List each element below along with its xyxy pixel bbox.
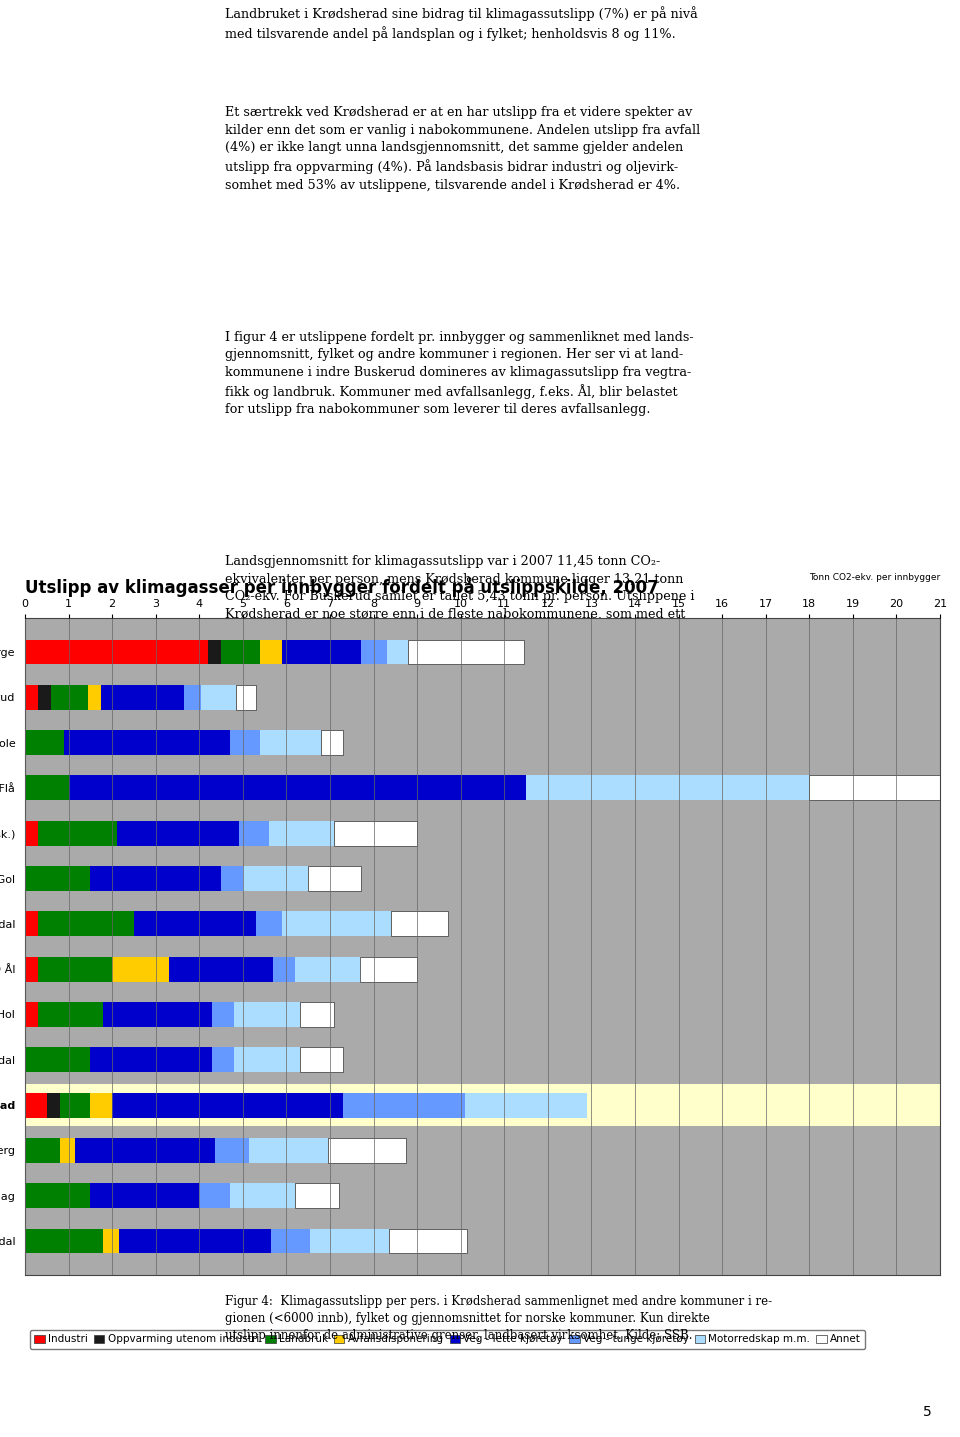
Bar	[25, 730, 64, 754]
Bar	[104, 1002, 212, 1027]
Bar	[260, 730, 322, 754]
Bar	[184, 685, 202, 710]
Text: Et særtrekk ved Krødsherad er at en har utslipp fra et videre spekter av
kilder : Et særtrekk ved Krødsherad er at en har …	[225, 106, 700, 193]
Bar	[25, 911, 38, 937]
Bar	[389, 1229, 468, 1253]
Bar	[134, 911, 256, 937]
Bar	[322, 730, 343, 754]
Bar	[465, 1092, 588, 1118]
Text: 5: 5	[923, 1405, 931, 1418]
Bar	[25, 1138, 60, 1163]
Bar	[90, 867, 221, 891]
Bar	[25, 867, 90, 891]
Text: Landsgjennomsnitt for klimagassutslipp var i 2007 11,45 tonn CO₂-
ekvivalenter p: Landsgjennomsnitt for klimagassutslipp v…	[225, 555, 694, 638]
Bar	[25, 1229, 104, 1253]
Bar	[212, 1002, 234, 1027]
Bar	[51, 685, 88, 710]
Bar	[25, 685, 38, 710]
Bar	[361, 639, 387, 664]
Bar	[243, 867, 308, 891]
Bar	[229, 1183, 295, 1209]
Bar	[295, 1183, 339, 1209]
Bar	[25, 1048, 90, 1072]
Bar	[234, 1048, 300, 1072]
Text: En vesentlig del av vegtrafikkutslippene i Krødsherad stammer fra gjen-
nomgangs: En vesentlig del av vegtrafikkutslippene…	[225, 780, 710, 894]
Bar	[112, 957, 169, 981]
Bar	[38, 911, 134, 937]
Bar	[200, 1183, 229, 1209]
Bar	[236, 685, 256, 710]
Bar	[47, 1092, 60, 1118]
Bar	[119, 1229, 271, 1253]
Text: Tonn CO2-ekv. per innbygger: Tonn CO2-ekv. per innbygger	[808, 573, 940, 582]
Bar	[214, 1138, 250, 1163]
Bar	[75, 1138, 214, 1163]
Bar	[361, 957, 418, 981]
Bar	[282, 911, 391, 937]
Bar	[112, 1092, 343, 1118]
Bar	[300, 1002, 334, 1027]
Bar	[104, 1229, 119, 1253]
Bar	[809, 776, 940, 800]
Bar	[271, 1229, 310, 1253]
Bar	[256, 911, 282, 937]
Bar	[90, 1092, 112, 1118]
Bar	[274, 957, 295, 981]
Bar	[60, 1092, 90, 1118]
Bar	[295, 957, 361, 981]
Bar	[90, 1183, 200, 1209]
Bar	[60, 1138, 75, 1163]
Legend: Industri, Oppvarming utenom industri, Landbruk, Avfallsdisponering, Veg - lette : Industri, Oppvarming utenom industri, La…	[30, 1331, 865, 1349]
Bar	[221, 867, 243, 891]
Text: Landbruket i Krødsherad sine bidrag til klimagassutslipp (7%) er på nivå
med til: Landbruket i Krødsherad sine bidrag til …	[225, 6, 698, 42]
Bar	[208, 639, 221, 664]
Bar	[300, 1048, 343, 1072]
Bar	[310, 1229, 389, 1253]
Bar	[238, 821, 269, 846]
Bar	[88, 685, 101, 710]
FancyBboxPatch shape	[25, 1083, 940, 1127]
Bar	[68, 776, 526, 800]
Bar	[25, 1092, 47, 1118]
Bar	[101, 685, 184, 710]
Bar	[282, 639, 361, 664]
Bar	[169, 957, 274, 981]
Bar	[25, 639, 208, 664]
Bar	[269, 821, 334, 846]
Bar	[221, 639, 260, 664]
Bar	[38, 957, 112, 981]
Bar	[250, 1138, 327, 1163]
Bar	[234, 1002, 300, 1027]
Bar	[408, 639, 524, 664]
Bar	[90, 1048, 212, 1072]
Bar	[64, 730, 229, 754]
Bar	[391, 911, 447, 937]
Bar	[260, 639, 282, 664]
Bar	[308, 867, 361, 891]
Bar	[526, 776, 809, 800]
Bar	[202, 685, 236, 710]
Bar	[25, 776, 68, 800]
Bar	[25, 821, 38, 846]
Bar	[229, 730, 260, 754]
Bar	[38, 685, 51, 710]
Bar	[25, 957, 38, 981]
Bar	[116, 821, 238, 846]
Text: I figur 4 er utslippene fordelt pr. innbygger og sammenliknet med lands-
gjennom: I figur 4 er utslippene fordelt pr. innb…	[225, 331, 694, 417]
Bar	[25, 1002, 38, 1027]
Bar	[327, 1138, 406, 1163]
Bar	[38, 821, 116, 846]
Bar	[387, 639, 408, 664]
Text: Utslipp av klimagasser per innbygger fordelt på utslippskilde, 2007: Utslipp av klimagasser per innbygger for…	[25, 578, 659, 596]
Bar	[38, 1002, 104, 1027]
Bar	[25, 1183, 90, 1209]
Bar	[334, 821, 418, 846]
Text: Figur 4:  Klimagassutslipp per pers. i Krødsherad sammenlignet med andre kommune: Figur 4: Klimagassutslipp per pers. i Kr…	[225, 1295, 772, 1342]
Bar	[212, 1048, 234, 1072]
Bar	[343, 1092, 465, 1118]
